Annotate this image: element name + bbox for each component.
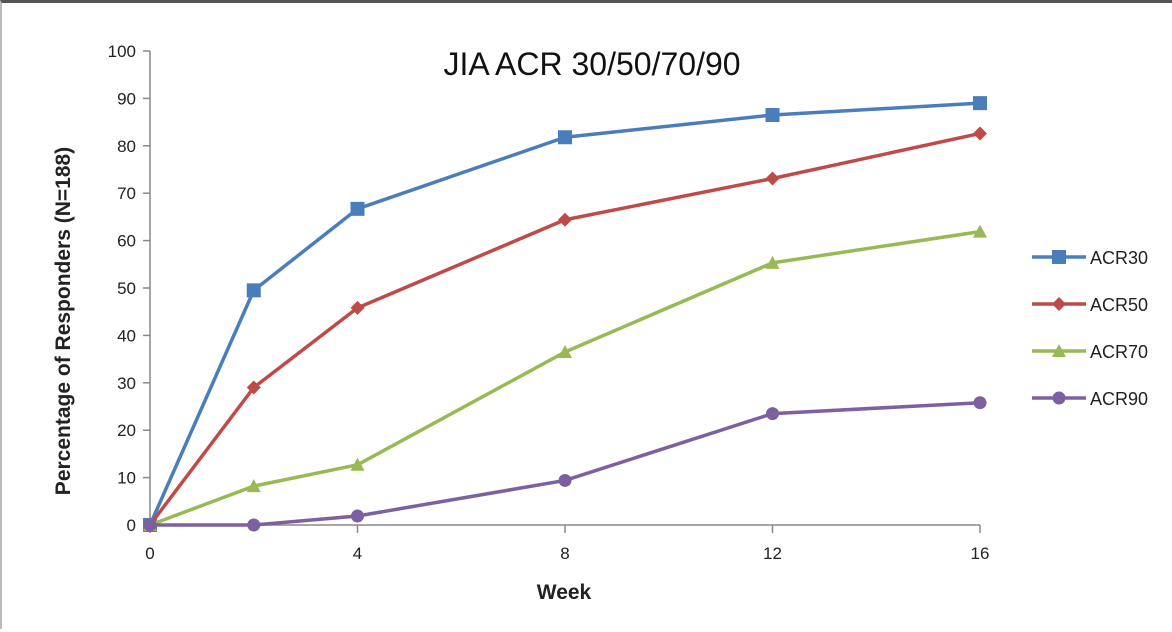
legend-label: ACR90 <box>1090 389 1148 409</box>
x-axis-ticks: 0 4 8 12 16 <box>145 525 989 563</box>
series-acr50 <box>143 126 987 532</box>
y-tick-label: 60 <box>117 232 136 251</box>
y-tick-label: 50 <box>117 279 136 298</box>
series-acr90-point <box>973 396 987 410</box>
x-tick-label: 4 <box>353 544 362 563</box>
series-acr30-point <box>973 96 987 111</box>
x-tick-label: 0 <box>145 544 154 563</box>
y-tick-label: 30 <box>117 374 136 393</box>
y-tick-label: 90 <box>117 89 136 108</box>
legend-label: ACR70 <box>1090 342 1148 362</box>
y-tick-label: 70 <box>117 184 136 203</box>
series-acr30-point <box>350 201 365 216</box>
series-acr50-point <box>765 171 780 186</box>
y-axis-title: Percentage of Responders (N=188) <box>52 147 75 495</box>
series-acr30 <box>143 96 987 532</box>
series-acr90-point <box>558 473 572 487</box>
series-acr90 <box>143 396 987 532</box>
legend-marker <box>1052 297 1066 311</box>
x-tick-label: 8 <box>560 544 569 563</box>
legend-item-acr70: ACR70 <box>1032 342 1148 362</box>
series-acr30-point <box>246 283 261 298</box>
axes <box>149 51 980 526</box>
series-acr50-point <box>973 126 987 141</box>
series-acr50-point <box>350 300 365 315</box>
series-acr70-point <box>973 224 987 238</box>
legend-marker <box>1052 250 1066 264</box>
series-acr30-point <box>558 130 572 145</box>
y-tick-label: 40 <box>117 326 136 345</box>
series-layer <box>143 96 987 532</box>
series-acr90-point <box>351 509 364 523</box>
x-axis-title: Week <box>537 581 592 604</box>
x-tick-label: 12 <box>763 544 782 563</box>
y-tick-label: 100 <box>108 42 136 61</box>
legend-marker <box>1052 344 1066 357</box>
legend-item-acr30: ACR30 <box>1032 248 1148 268</box>
series-acr30-point <box>765 107 780 122</box>
series-acr50-point <box>558 212 572 227</box>
y-tick-label: 80 <box>117 137 136 156</box>
legend-item-acr90: ACR90 <box>1032 389 1148 409</box>
series-acr70-point <box>246 479 261 493</box>
series-acr30-line <box>148 101 981 526</box>
chart-title: JIA ACR 30/50/70/90 <box>443 46 740 82</box>
y-tick-label: 20 <box>117 421 136 440</box>
legend-label: ACR30 <box>1090 248 1148 268</box>
y-tick-label: 10 <box>117 469 136 488</box>
series-acr50-line <box>148 131 981 527</box>
line-chart: JIA ACR 30/50/70/90 Percentage of Respon… <box>52 42 1148 604</box>
series-acr70-point <box>558 344 572 358</box>
y-axis-ticks: 0 10 20 30 40 50 60 70 80 90 100 <box>108 42 150 535</box>
x-tick-label: 16 <box>971 544 990 563</box>
series-acr90-line <box>150 400 981 527</box>
series-acr70-point <box>765 255 780 269</box>
series-acr90-point <box>766 407 779 421</box>
series-acr50-point <box>246 380 261 395</box>
series-acr90-point <box>143 518 157 532</box>
series-acr70-line <box>149 229 981 527</box>
legend-item-acr50: ACR50 <box>1032 295 1148 315</box>
series-acr70-point <box>350 457 365 471</box>
series-acr90-point <box>247 518 261 532</box>
legend: ACR30 ACR50 ACR70 ACR90 <box>1032 248 1148 409</box>
y-tick-label: 0 <box>127 516 136 535</box>
legend-label: ACR50 <box>1090 295 1148 315</box>
legend-marker <box>1052 391 1066 405</box>
